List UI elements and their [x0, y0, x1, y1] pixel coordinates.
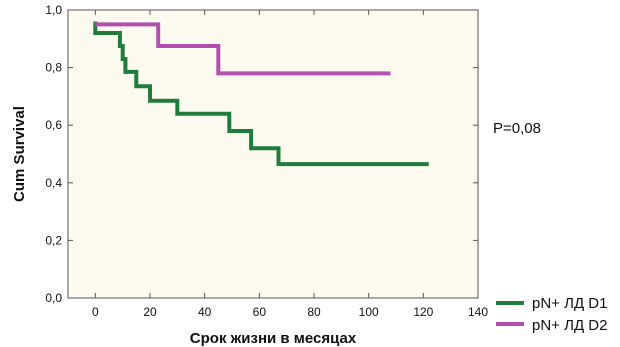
p-value-annotation: P=0,08: [493, 120, 541, 137]
y-tick-label: 0,6: [45, 118, 62, 132]
legend: pN+ ЛД D1 pN+ ЛД D2: [496, 295, 607, 334]
x-tick-label: 60: [253, 305, 267, 319]
x-axis-title: Срок жизни в месяцах: [190, 330, 357, 347]
x-tick-label: 120: [413, 305, 433, 319]
y-tick-label: 1,0: [45, 3, 62, 17]
plot-background: [68, 10, 478, 298]
plot-frame: [67, 9, 479, 299]
legend-label-d2: pN+ ЛД D2: [532, 317, 607, 334]
series-layer: [93, 21, 429, 167]
x-tick-label: 100: [359, 305, 379, 319]
y-tick-label: 0,8: [45, 61, 62, 75]
series-line-2: [95, 22, 391, 76]
legend-label-d1: pN+ ЛД D1: [532, 295, 607, 312]
y-axis-title: Cum Survival: [11, 106, 28, 202]
x-tick-label: 0: [92, 305, 99, 319]
y-tick-label: 0,2: [45, 233, 62, 247]
x-tick-label: 20: [143, 305, 157, 319]
x-tick-label: 40: [198, 305, 212, 319]
x-tick-label: 140: [468, 305, 488, 319]
axis-layer: 0 20 40 60 80 100 120 140 0,0 0,2 0,4 0,6 0,8 1,0: [45, 3, 488, 319]
y-tick-label: 0,4: [45, 176, 62, 190]
y-tick-label: 0,0: [45, 291, 62, 305]
series-line-1: [93, 21, 429, 167]
x-tick-label: 80: [307, 305, 321, 319]
